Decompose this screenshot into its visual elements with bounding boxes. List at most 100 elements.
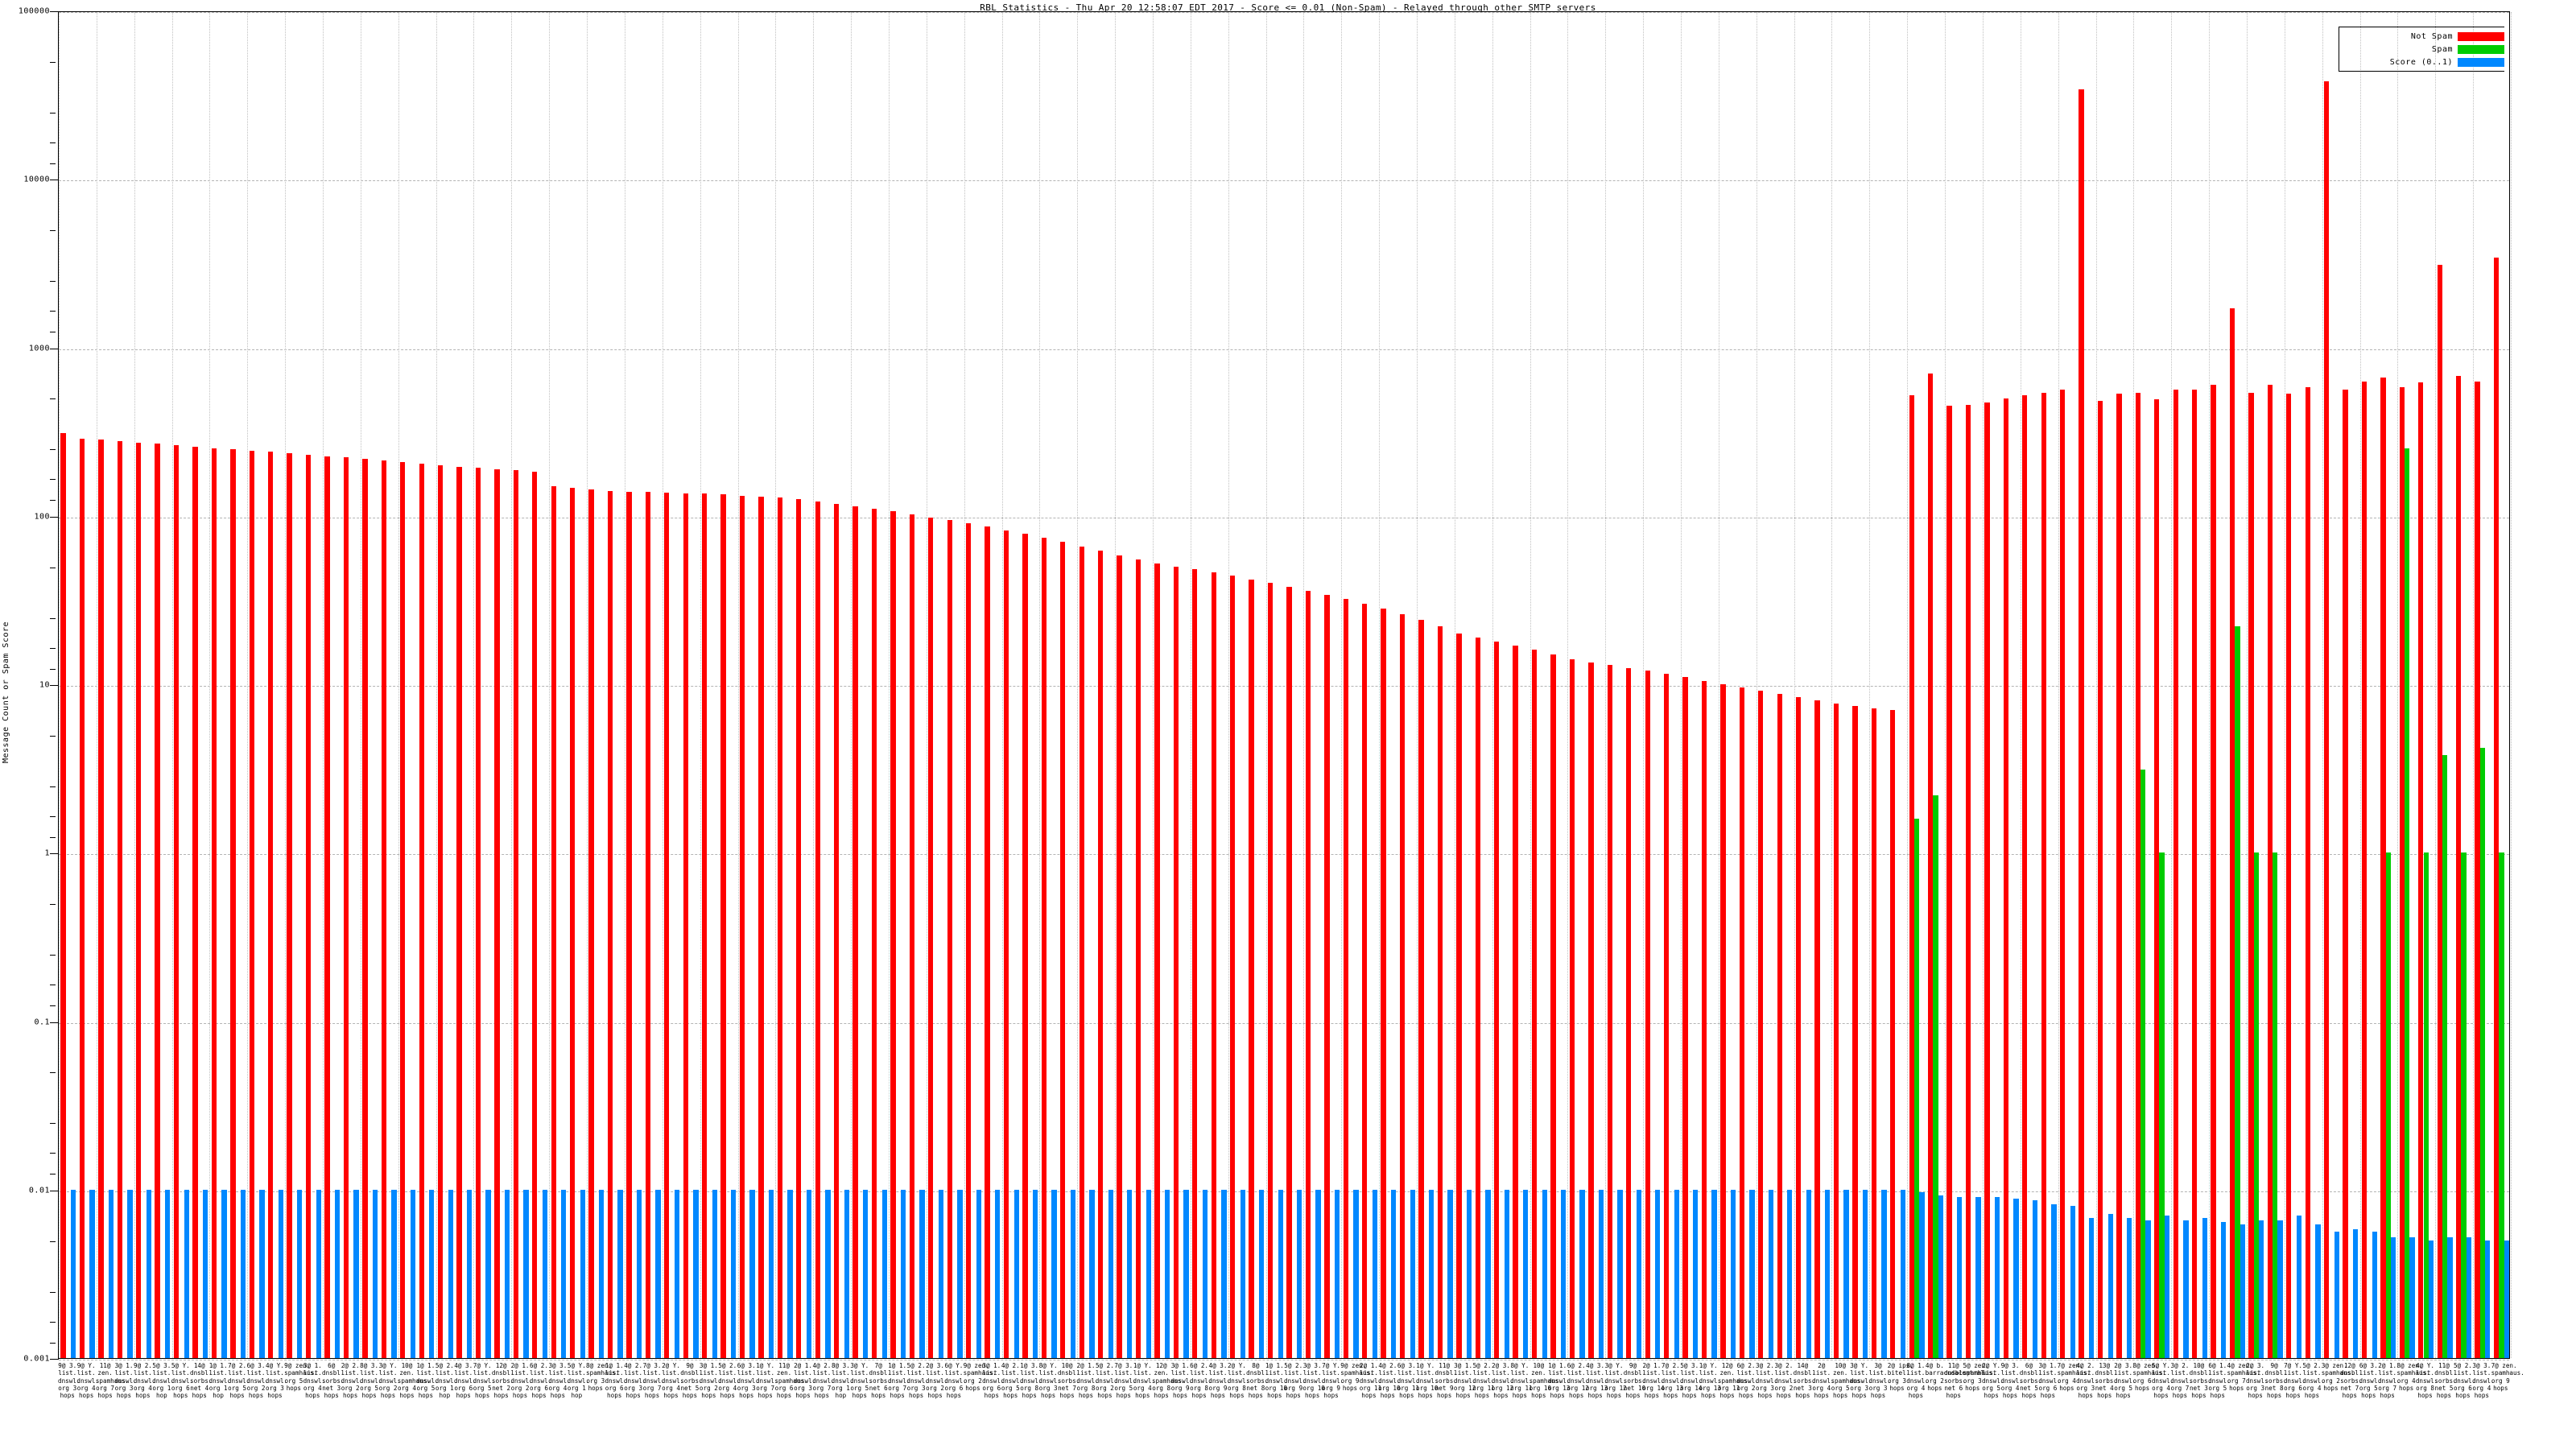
bar-group[interactable] xyxy=(964,12,983,1358)
bar-group[interactable] xyxy=(134,12,153,1358)
bar-not-spam[interactable] xyxy=(1022,534,1028,1358)
bar-not-spam[interactable] xyxy=(1663,674,1670,1358)
bar-not-spam[interactable] xyxy=(1249,579,1254,1358)
bar-score[interactable] xyxy=(278,1189,284,1358)
bar-not-spam[interactable] xyxy=(324,456,330,1358)
bar-group[interactable] xyxy=(209,12,228,1358)
bar-not-spam[interactable] xyxy=(664,493,670,1358)
bar-not-spam[interactable] xyxy=(2022,394,2028,1358)
bar-score[interactable] xyxy=(1278,1189,1283,1358)
bar-group[interactable] xyxy=(870,12,889,1358)
bar-not-spam[interactable] xyxy=(1494,641,1500,1358)
bar-group[interactable] xyxy=(1681,12,1699,1358)
bar-score[interactable] xyxy=(1561,1189,1567,1358)
bar-not-spam[interactable] xyxy=(1418,620,1424,1358)
bar-group[interactable] xyxy=(663,12,681,1358)
bar-not-spam[interactable] xyxy=(532,472,538,1358)
bar-not-spam[interactable] xyxy=(2229,308,2235,1358)
bar-score[interactable] xyxy=(1957,1197,1963,1358)
bar-group[interactable] xyxy=(1643,12,1662,1358)
bar-not-spam[interactable] xyxy=(2248,392,2254,1358)
bar-spam[interactable] xyxy=(2235,626,2240,1358)
bar-group[interactable] xyxy=(1549,12,1567,1358)
bar-score[interactable] xyxy=(1655,1189,1661,1358)
bar-not-spam[interactable] xyxy=(79,438,85,1358)
bar-not-spam[interactable] xyxy=(1682,677,1688,1358)
bar-group[interactable] xyxy=(1662,12,1681,1358)
bar-not-spam[interactable] xyxy=(1456,634,1462,1358)
bar-not-spam[interactable] xyxy=(1701,680,1707,1358)
bar-score[interactable] xyxy=(448,1189,453,1358)
bar-not-spam[interactable] xyxy=(1720,684,1726,1358)
bar-group[interactable] xyxy=(1341,12,1360,1358)
bar-group[interactable] xyxy=(1945,12,1963,1358)
bar-group[interactable] xyxy=(1455,12,1473,1358)
bar-not-spam[interactable] xyxy=(909,514,915,1358)
bar-spam[interactable] xyxy=(2140,770,2146,1358)
bar-spam[interactable] xyxy=(2423,852,2429,1358)
bar-group[interactable] xyxy=(1398,12,1417,1358)
bar-score[interactable] xyxy=(1579,1189,1585,1358)
bar-group[interactable] xyxy=(1059,12,1077,1358)
bar-score[interactable] xyxy=(1806,1189,1811,1358)
bar-score[interactable] xyxy=(881,1189,887,1358)
bar-group[interactable] xyxy=(1775,12,1794,1358)
bar-spam[interactable] xyxy=(2253,852,2259,1358)
bar-not-spam[interactable] xyxy=(890,511,896,1358)
bar-group[interactable] xyxy=(907,12,926,1358)
bar-group[interactable] xyxy=(1473,12,1492,1358)
bar-group[interactable] xyxy=(889,12,907,1358)
bar-score[interactable] xyxy=(1636,1189,1642,1358)
bar-spam[interactable] xyxy=(2479,747,2486,1358)
bar-score[interactable] xyxy=(2164,1216,2170,1358)
bar-score[interactable] xyxy=(1674,1189,1679,1358)
bar-group[interactable] xyxy=(2115,12,2133,1358)
bar-group[interactable] xyxy=(1171,12,1190,1358)
bar-not-spam[interactable] xyxy=(2437,264,2442,1358)
bar-group[interactable] xyxy=(511,12,530,1358)
bar-group[interactable] xyxy=(549,12,568,1358)
bar-score[interactable] xyxy=(1447,1189,1453,1358)
bar-spam[interactable] xyxy=(2405,448,2410,1358)
bar-group[interactable] xyxy=(2322,12,2341,1358)
bar-group[interactable] xyxy=(1021,12,1039,1358)
bar-group[interactable] xyxy=(1379,12,1397,1358)
bar-not-spam[interactable] xyxy=(966,523,972,1358)
bar-not-spam[interactable] xyxy=(569,488,576,1358)
bar-not-spam[interactable] xyxy=(1399,614,1406,1358)
bar-group[interactable] xyxy=(1492,12,1511,1358)
bar-not-spam[interactable] xyxy=(1984,402,1990,1358)
bar-score[interactable] xyxy=(787,1189,793,1358)
bar-not-spam[interactable] xyxy=(815,501,820,1358)
bar-not-spam[interactable] xyxy=(1758,690,1764,1358)
bar-not-spam[interactable] xyxy=(1192,569,1198,1358)
bar-score[interactable] xyxy=(316,1189,321,1358)
bar-not-spam[interactable] xyxy=(268,452,274,1358)
bar-score[interactable] xyxy=(1183,1189,1189,1358)
bar-not-spam[interactable] xyxy=(456,466,462,1358)
bar-group[interactable] xyxy=(1530,12,1549,1358)
bar-group[interactable] xyxy=(1831,12,1850,1358)
bar-group[interactable] xyxy=(1209,12,1228,1358)
bar-not-spam[interactable] xyxy=(626,491,632,1358)
bar-not-spam[interactable] xyxy=(1569,659,1575,1358)
bar-group[interactable] xyxy=(285,12,303,1358)
bar-score[interactable] xyxy=(693,1189,699,1358)
bar-score[interactable] xyxy=(1768,1189,1774,1358)
bar-score[interactable] xyxy=(863,1189,869,1358)
bar-group[interactable] xyxy=(323,12,341,1358)
bar-score[interactable] xyxy=(1711,1189,1717,1358)
bar-not-spam[interactable] xyxy=(2493,258,2500,1358)
bar-score[interactable] xyxy=(1032,1189,1038,1358)
bar-score[interactable] xyxy=(1296,1189,1302,1358)
bar-not-spam[interactable] xyxy=(1041,538,1047,1358)
bar-not-spam[interactable] xyxy=(155,444,160,1358)
bar-not-spam[interactable] xyxy=(1324,594,1330,1358)
bar-score[interactable] xyxy=(467,1189,473,1358)
bar-score[interactable] xyxy=(976,1189,981,1358)
bar-score[interactable] xyxy=(617,1189,623,1358)
bar-group[interactable] xyxy=(2001,12,2020,1358)
bar-not-spam[interactable] xyxy=(777,497,782,1358)
bar-spam[interactable] xyxy=(2442,754,2448,1358)
bar-group[interactable] xyxy=(2473,12,2491,1358)
